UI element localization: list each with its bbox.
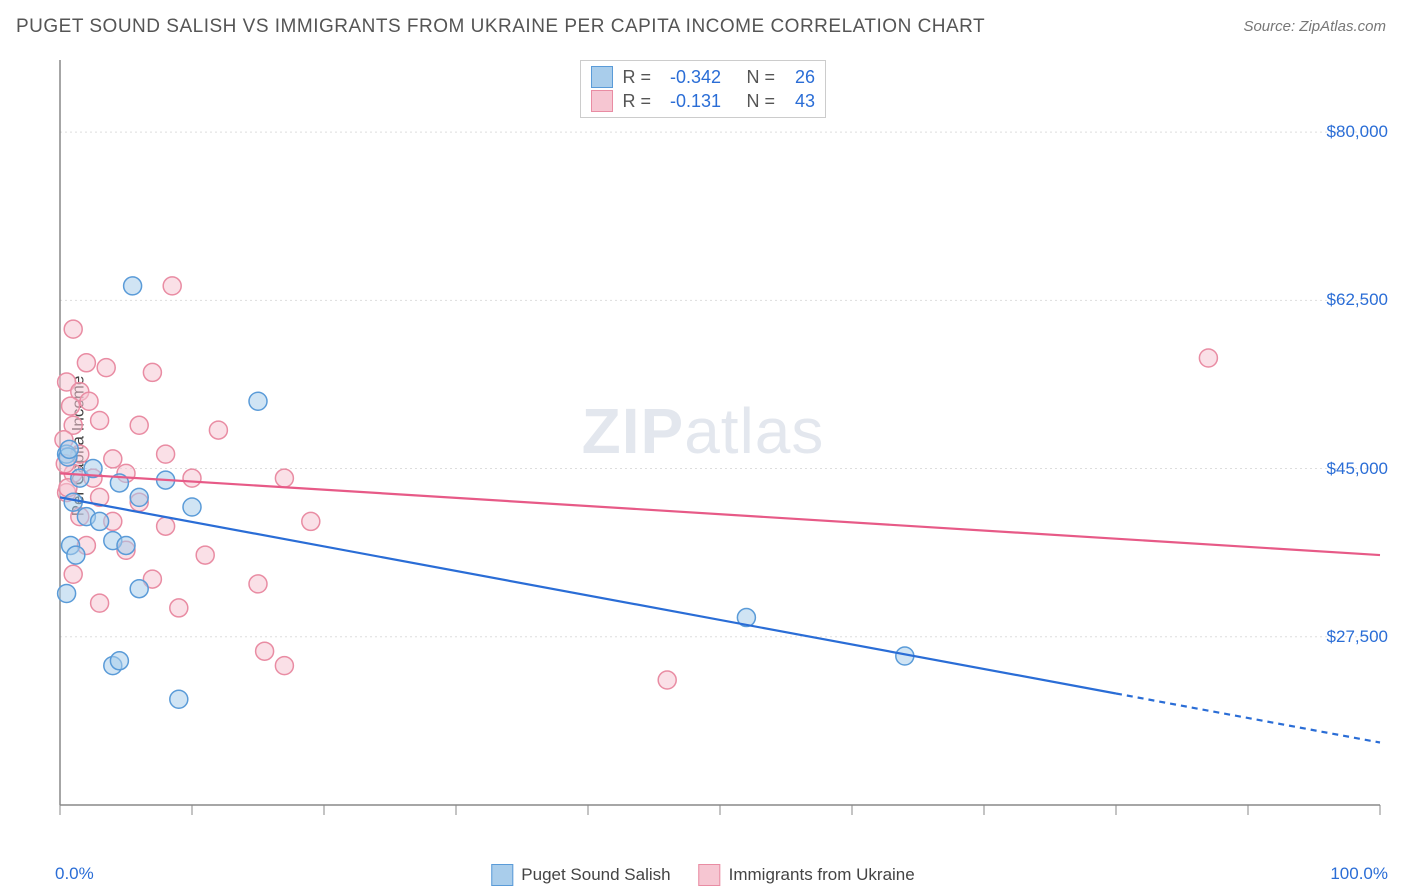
legend-item-1: Immigrants from Ukraine (699, 864, 915, 886)
x-axis-max-label: 100.0% (1330, 864, 1388, 884)
r-value-0: -0.342 (659, 65, 721, 89)
n-value-1: 43 (783, 89, 815, 113)
chart-title: PUGET SOUND SALISH VS IMMIGRANTS FROM UK… (16, 16, 985, 38)
legend-swatch-0 (591, 66, 613, 88)
source-attribution: Source: ZipAtlas.com (1243, 18, 1386, 35)
legend-row-series-0: R = -0.342 N = 26 (591, 65, 815, 89)
x-axis-min-label: 0.0% (55, 864, 94, 884)
n-label-0: N = (745, 65, 775, 89)
legend-item-0: Puget Sound Salish (491, 864, 670, 886)
legend-swatch-1 (591, 90, 613, 112)
series-legend: Puget Sound Salish Immigrants from Ukrai… (491, 864, 914, 886)
chart-area (50, 60, 1390, 830)
legend-swatch-bottom-1 (699, 864, 721, 886)
legend-label-1: Immigrants from Ukraine (729, 865, 915, 885)
r-label-1: R = (621, 89, 651, 113)
r-value-1: -0.131 (659, 89, 721, 113)
legend-row-series-1: R = -0.131 N = 43 (591, 89, 815, 113)
legend-swatch-bottom-0 (491, 864, 513, 886)
scatter-chart-svg (50, 60, 1390, 830)
y-tick-label: $62,500 (1327, 290, 1388, 310)
r-label-0: R = (621, 65, 651, 89)
y-tick-label: $80,000 (1327, 122, 1388, 142)
legend-label-0: Puget Sound Salish (521, 865, 670, 885)
y-tick-label: $27,500 (1327, 627, 1388, 647)
y-tick-label: $45,000 (1327, 459, 1388, 479)
correlation-legend: R = -0.342 N = 26 R = -0.131 N = 43 (580, 60, 826, 118)
n-label-1: N = (745, 89, 775, 113)
n-value-0: 26 (783, 65, 815, 89)
